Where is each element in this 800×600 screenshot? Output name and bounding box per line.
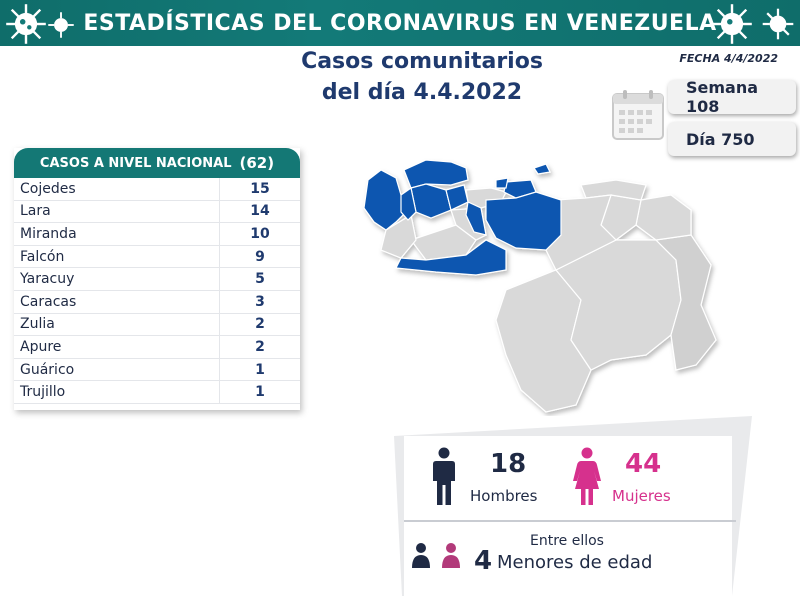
state-name: Cojedes <box>14 178 220 200</box>
report-title: Casos comunitarios del día 4.4.2022 <box>272 46 572 108</box>
man-icon <box>433 447 455 505</box>
header-banner: ESTADÍSTICAS DEL CORONAVIRUS EN VENEZUEL… <box>0 0 800 46</box>
table-row: Yaracuy 5 <box>14 268 300 291</box>
demographics-divider <box>404 520 736 522</box>
table-row: Zulia 2 <box>14 313 300 337</box>
entre-ellos-label: Entre ellos <box>530 533 604 549</box>
minors-label: Menores de edad <box>497 552 653 573</box>
state-name: Yaracuy <box>14 268 220 290</box>
state-name: Lara <box>14 200 220 223</box>
map-region-caracas <box>495 177 509 189</box>
state-count: 14 <box>250 203 270 220</box>
report-title-line2: del día 4.4.2022 <box>321 80 523 105</box>
table-row: Trujillo 1 <box>14 381 300 404</box>
table-row: Cojedes 15 <box>14 178 300 201</box>
table-header-label: CASOS A NIVEL NACIONAL <box>39 155 232 171</box>
minor-girl-icon <box>442 543 460 568</box>
map-region-bolivar <box>555 239 682 371</box>
state-count: 3 <box>255 293 265 310</box>
map-region-barinas <box>410 224 477 261</box>
map-region-apure <box>395 239 507 276</box>
men-count: 18 <box>490 449 527 479</box>
national-cases-table: CASOS A NIVEL NACIONAL (62) Cojedes 15 La… <box>14 148 300 410</box>
map-region-guayana-esequiba <box>654 234 717 371</box>
state-name: Zulia <box>14 313 220 336</box>
report-title-line1: Casos comunitarios <box>301 49 543 74</box>
women-label: Mujeres <box>612 487 671 505</box>
map-region-delta <box>635 194 692 241</box>
table-row: Caracas 3 <box>14 290 300 314</box>
minors-count: 4 <box>474 546 493 576</box>
minor-boy-icon <box>412 543 430 568</box>
demographics-panel-bg <box>394 416 752 596</box>
state-count: 15 <box>250 180 270 197</box>
map-region-zulia <box>363 169 409 231</box>
map-region-cojedes <box>465 201 487 236</box>
state-name: Guárico <box>14 358 220 381</box>
state-count: 10 <box>250 225 270 242</box>
state-count: 9 <box>255 248 265 265</box>
table-rows: Cojedes 15 Lara 14 Miranda 10 Falcón 9 Yarac… <box>14 178 300 404</box>
table-row: Lara 14 <box>14 200 300 224</box>
table-header-total: (62) <box>239 154 275 172</box>
day-badge: Día 750 <box>668 122 796 156</box>
banner-title: ESTADÍSTICAS DEL CORONAVIRUS EN VENEZUEL… <box>83 10 717 36</box>
report-date: FECHA 4/4/2022 <box>679 52 778 65</box>
state-count: 5 <box>255 271 265 288</box>
state-count: 1 <box>255 361 265 378</box>
map-region-lara <box>410 183 452 219</box>
state-count: 2 <box>255 338 265 355</box>
week-badge: Semana 108 <box>668 78 796 116</box>
women-count: 44 <box>625 449 662 479</box>
table-row: Guárico 1 <box>14 358 300 382</box>
state-name: Caracas <box>14 290 220 313</box>
calendar-icon <box>612 90 664 140</box>
table-row: Falcón 9 <box>14 245 300 269</box>
woman-icon <box>573 447 601 505</box>
virus-icon <box>762 8 794 40</box>
virus-icon <box>48 12 74 38</box>
state-name: Miranda <box>14 223 220 245</box>
state-name: Trujillo <box>14 381 220 403</box>
state-count: 2 <box>255 316 265 333</box>
venezuela-map <box>363 159 717 413</box>
men-label: Hombres <box>470 487 538 505</box>
state-name: Falcón <box>14 245 220 268</box>
map-region-falcon <box>403 159 469 189</box>
virus-icon <box>6 4 46 44</box>
map-region-trujillo <box>400 186 417 221</box>
virus-icon <box>712 4 752 44</box>
map-region-guarico <box>485 191 562 251</box>
table-row: Miranda 10 <box>14 223 300 246</box>
table-header: CASOS A NIVEL NACIONAL (62) <box>14 148 300 178</box>
state-name: Apure <box>14 336 220 358</box>
table-row: Apure 2 <box>14 336 300 359</box>
map-region-nueva-esparta <box>533 163 551 175</box>
state-count: 1 <box>255 384 265 401</box>
